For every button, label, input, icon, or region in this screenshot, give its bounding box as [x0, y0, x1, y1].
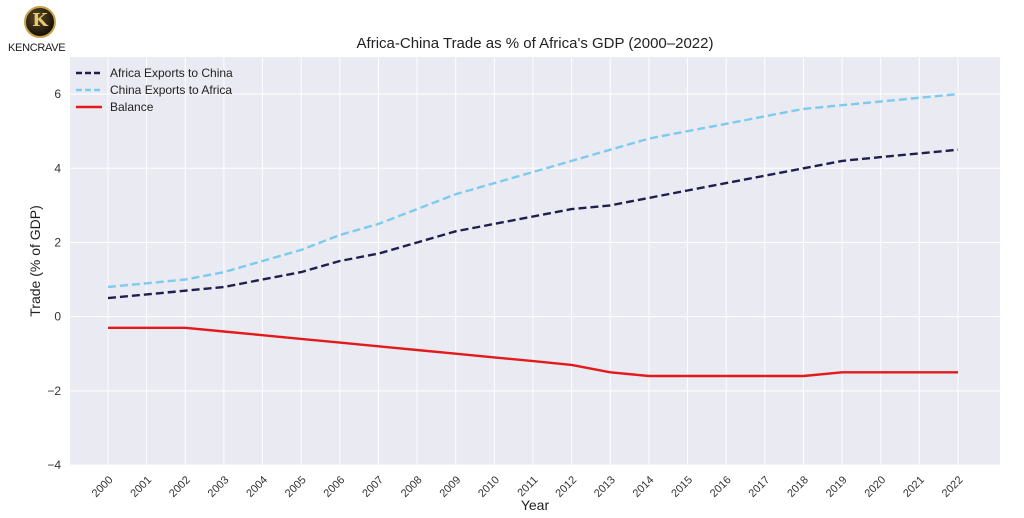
y-tick-label: −4: [47, 458, 61, 472]
x-tick-label: 2018: [785, 474, 811, 500]
x-tick-label: 2009: [437, 474, 463, 500]
y-axis-label: Trade (% of GDP): [27, 205, 43, 317]
x-axis-label: Year: [521, 497, 550, 513]
x-tick-label: 2012: [553, 474, 579, 500]
x-tick-label: 2002: [167, 474, 193, 500]
logo-text: KENCRAVE: [8, 42, 66, 54]
x-tick-label: 2015: [669, 474, 695, 500]
x-tick-label: 2022: [940, 474, 966, 500]
x-tick-label: 2006: [322, 474, 348, 500]
legend-label: Balance: [110, 100, 154, 114]
logo: K KENCRAVE: [8, 6, 70, 56]
x-tick-label: 2000: [90, 474, 116, 500]
y-tick-label: 0: [54, 310, 61, 324]
x-tick-label: 2001: [128, 474, 154, 500]
x-tick-label: 2016: [708, 474, 734, 500]
series-line: [107, 148, 959, 300]
x-tick-label: 2007: [360, 474, 386, 500]
logo-letter: K: [32, 10, 48, 31]
legend-label: China Exports to Africa: [110, 83, 232, 97]
y-tick-label: 6: [54, 87, 61, 101]
logo-emblem-icon: K: [24, 6, 56, 38]
x-tick-label: 2008: [399, 474, 425, 500]
plot-area: [70, 57, 1000, 465]
series-line: [108, 326, 958, 378]
x-tick-label: 2020: [862, 474, 888, 500]
legend-label: Africa Exports to China: [110, 66, 233, 80]
x-tick-label: 2021: [901, 474, 927, 500]
x-tick-label: 2014: [631, 474, 657, 500]
chart-title: Africa-China Trade as % of Africa's GDP …: [357, 35, 714, 52]
x-tick-label: 2010: [476, 474, 502, 500]
x-tick-label: 2011: [515, 474, 540, 499]
x-tick-label: 2005: [283, 474, 309, 500]
x-tick-label: 2013: [592, 474, 618, 500]
y-tick-label: 4: [54, 161, 61, 175]
x-tick-label: 2003: [206, 474, 232, 500]
x-tick-label: 2017: [747, 474, 773, 500]
series-line: [107, 92, 959, 289]
x-tick-label: 2004: [244, 474, 270, 500]
y-tick-label: 2: [54, 235, 61, 249]
x-tick-label: 2019: [824, 474, 850, 500]
y-tick-label: −2: [47, 384, 61, 398]
